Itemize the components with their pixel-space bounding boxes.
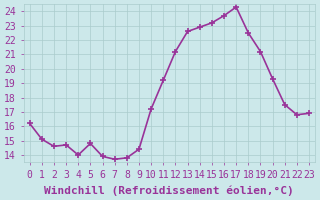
X-axis label: Windchill (Refroidissement éolien,°C): Windchill (Refroidissement éolien,°C) — [44, 185, 294, 196]
